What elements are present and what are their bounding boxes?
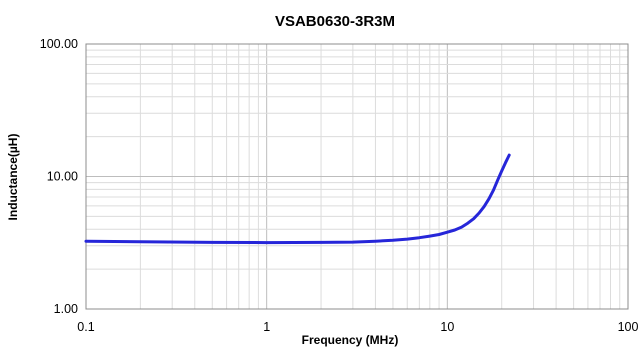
x-tick-labels: 0.1 1 10 100 [77,320,638,334]
y-tick-label: 1.00 [54,302,78,316]
inductance-series-line [84,153,511,245]
grid-lines [86,44,628,309]
y-tick-label: 100.00 [40,37,78,51]
x-tick-label: 1 [263,320,270,334]
x-tick-label: 0.1 [77,320,94,334]
series-layer [84,153,511,245]
y-tick-label: 10.00 [47,170,78,184]
plot-border [85,43,629,310]
plot-area [85,43,629,310]
y-axis-label: Inductance(µH) [6,134,20,221]
y-tick-labels: 1.00 10.00 100.00 [40,37,78,316]
x-tick-label: 100 [618,320,639,334]
chart-title: VSAB0630-3R3M [275,13,395,30]
x-tick-label: 10 [440,320,454,334]
x-axis-label: Frequency (MHz) [302,333,399,347]
